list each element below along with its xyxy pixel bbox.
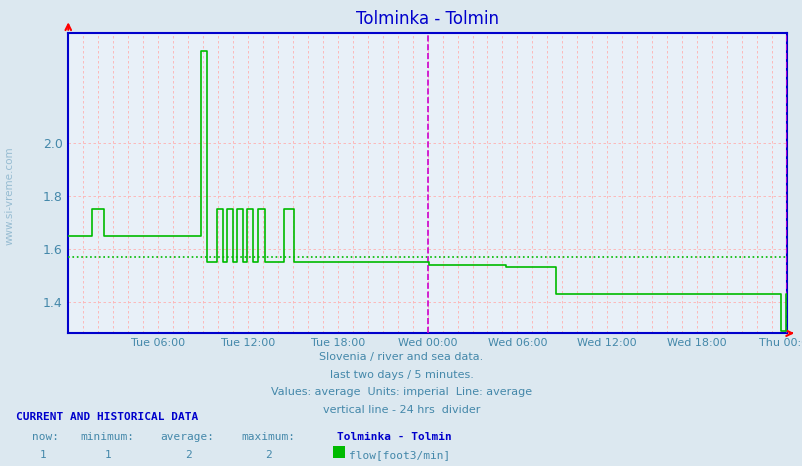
Text: average:: average: bbox=[160, 432, 214, 442]
Text: flow[foot3/min]: flow[foot3/min] bbox=[349, 450, 450, 459]
Text: maximum:: maximum: bbox=[241, 432, 294, 442]
Text: 2: 2 bbox=[265, 450, 271, 459]
Text: vertical line - 24 hrs  divider: vertical line - 24 hrs divider bbox=[322, 405, 480, 415]
Text: Slovenia / river and sea data.: Slovenia / river and sea data. bbox=[319, 352, 483, 362]
Text: now:: now: bbox=[32, 432, 59, 442]
Text: minimum:: minimum: bbox=[80, 432, 134, 442]
Text: 2: 2 bbox=[184, 450, 191, 459]
Text: 1: 1 bbox=[104, 450, 111, 459]
Title: Tolminka - Tolmin: Tolminka - Tolmin bbox=[355, 10, 499, 28]
Text: last two days / 5 minutes.: last two days / 5 minutes. bbox=[329, 370, 473, 379]
Text: 1: 1 bbox=[40, 450, 47, 459]
Text: CURRENT AND HISTORICAL DATA: CURRENT AND HISTORICAL DATA bbox=[16, 412, 198, 422]
Text: Tolminka - Tolmin: Tolminka - Tolmin bbox=[337, 432, 452, 442]
Text: Values: average  Units: imperial  Line: average: Values: average Units: imperial Line: av… bbox=[270, 387, 532, 397]
Text: www.si-vreme.com: www.si-vreme.com bbox=[5, 146, 14, 245]
